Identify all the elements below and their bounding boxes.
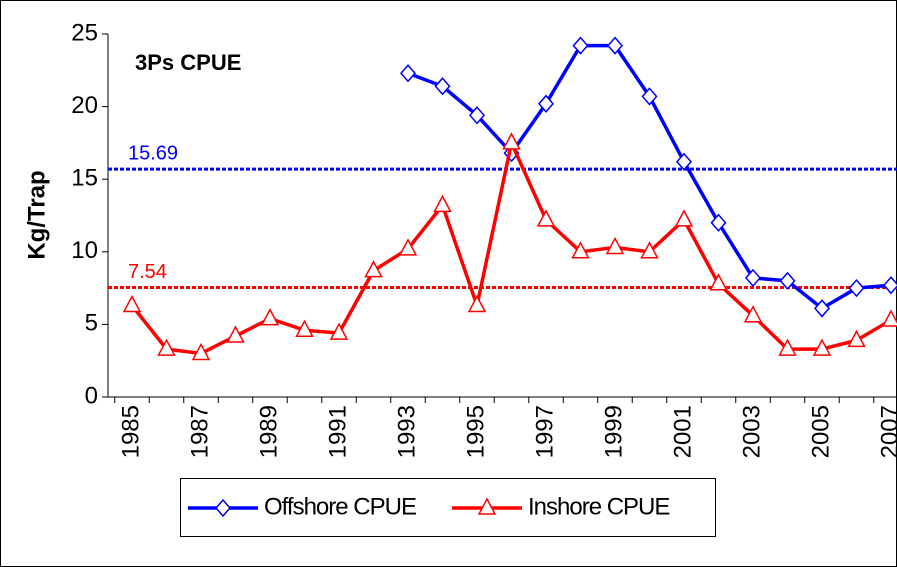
marker <box>641 87 658 106</box>
y-tick-label: 5 <box>85 310 98 337</box>
legend-label: Offshore CPUE <box>264 493 416 520</box>
x-tick-label: 2007 <box>876 405 897 458</box>
marker <box>122 294 142 313</box>
y-tick-label: 0 <box>85 382 98 409</box>
marker <box>571 241 590 259</box>
marker <box>400 64 416 83</box>
marker <box>881 309 897 327</box>
x-tick-label: 2003 <box>738 405 765 458</box>
marker <box>467 294 487 313</box>
x-tick-label: 1985 <box>117 405 144 458</box>
marker <box>364 260 383 278</box>
x-tick-label: 1995 <box>462 405 489 458</box>
y-tick-label: 20 <box>71 92 98 119</box>
marker <box>477 497 497 515</box>
marker <box>674 209 694 227</box>
reference-label: 15.69 <box>128 142 178 164</box>
marker <box>710 213 727 232</box>
marker <box>676 152 692 171</box>
marker <box>743 305 763 323</box>
marker <box>329 322 349 340</box>
marker <box>502 132 521 150</box>
x-tick-label: 1991 <box>324 405 351 458</box>
marker <box>215 498 231 518</box>
y-tick-label: 10 <box>71 237 98 264</box>
y-axis-label: Kg/Trap <box>23 170 50 259</box>
y-tick-label: 15 <box>71 165 98 192</box>
reference-label: 7.54 <box>128 261 167 283</box>
marker <box>260 307 280 326</box>
marker <box>640 241 659 259</box>
marker <box>883 276 897 295</box>
marker <box>433 194 452 213</box>
marker <box>538 94 554 113</box>
marker <box>814 299 830 318</box>
marker <box>157 338 176 356</box>
marker <box>295 319 314 337</box>
legend-label: Inshore CPUE <box>528 493 669 520</box>
x-tick-label: 1989 <box>255 405 282 458</box>
y-tick-label: 25 <box>71 19 98 46</box>
marker <box>848 278 865 298</box>
marker <box>398 238 418 256</box>
marker <box>607 36 623 55</box>
marker <box>191 342 211 361</box>
x-tick-label: 1997 <box>531 405 558 458</box>
x-tick-label: 2005 <box>807 405 834 458</box>
marker <box>226 325 245 343</box>
marker <box>709 273 728 291</box>
x-tick-label: 1987 <box>186 405 213 458</box>
marker <box>469 106 485 125</box>
x-tick-label: 1993 <box>393 405 420 458</box>
x-tick-label: 1999 <box>600 405 627 458</box>
marker <box>745 268 761 288</box>
marker <box>605 236 625 255</box>
marker <box>434 77 451 96</box>
marker <box>778 338 797 356</box>
marker <box>847 329 866 348</box>
marker <box>572 36 589 55</box>
marker <box>812 338 832 356</box>
chart-title: 3Ps CPUE <box>135 50 241 75</box>
marker <box>779 271 796 290</box>
legend-box <box>180 478 716 537</box>
marker <box>536 209 556 227</box>
x-tick-label: 2001 <box>669 405 696 458</box>
